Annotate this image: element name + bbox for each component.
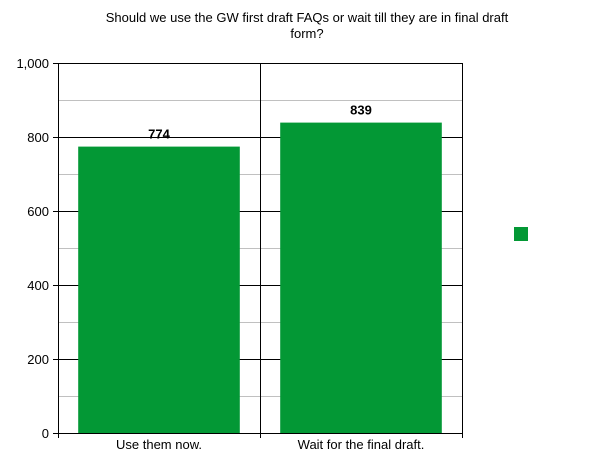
- x-category-label: Use them now.: [116, 437, 202, 452]
- y-tick-label: 1,000: [16, 56, 49, 71]
- bar-value-label: 839: [350, 103, 372, 118]
- y-tick-label: 400: [27, 278, 49, 293]
- chart-title-line-1: Should we use the GW first draft FAQs or…: [106, 10, 509, 25]
- y-tick-label: 0: [42, 426, 49, 441]
- bar-value-label: 774: [148, 127, 170, 142]
- legend-swatch: [514, 227, 528, 241]
- bar: [280, 122, 442, 433]
- y-tick-label: 800: [27, 130, 49, 145]
- legend: [514, 227, 528, 241]
- chart-title-line-2: form?: [290, 26, 323, 41]
- y-tick-label: 600: [27, 204, 49, 219]
- y-tick-label: 200: [27, 352, 49, 367]
- chart-title: Should we use the GW first draft FAQs or…: [106, 10, 509, 41]
- x-category-label: Wait for the final draft.: [298, 437, 425, 452]
- plot-area: 0 200 400 600 800 1,000 774 Use them now. 839 Wai…: [16, 56, 463, 452]
- bar: [78, 146, 240, 433]
